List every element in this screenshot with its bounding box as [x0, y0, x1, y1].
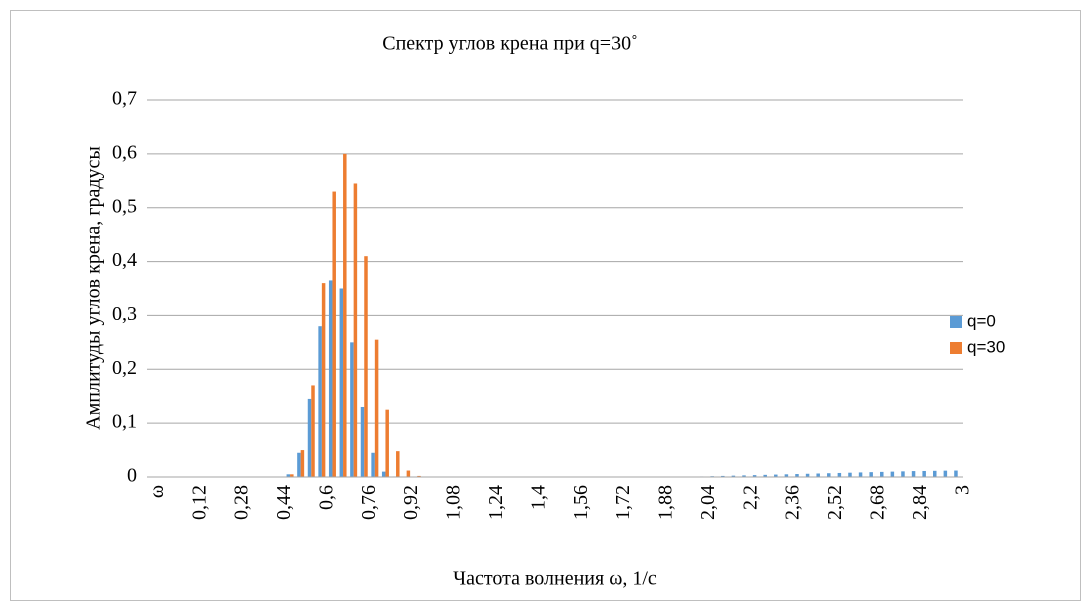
x-tick-label: 0,92 — [400, 485, 422, 520]
x-tick-label: 0,44 — [273, 485, 295, 520]
x-tick-label: ω — [146, 485, 168, 498]
x-tick-label: 1,88 — [655, 485, 677, 520]
bar — [731, 475, 736, 477]
x-tick-label: 1,56 — [570, 485, 592, 520]
bar — [922, 470, 926, 477]
bar — [307, 398, 312, 477]
chart-title: Спектр углов крена при q=30˚ — [382, 33, 638, 55]
legend-label: q=30 — [967, 337, 1005, 356]
x-tick-label: 2,52 — [824, 485, 846, 520]
x-tick-label: 2,04 — [697, 485, 719, 520]
bar — [321, 283, 326, 477]
bar — [374, 339, 379, 477]
y-tick-label: 0,2 — [112, 357, 137, 379]
x-tick-label: 2,36 — [782, 485, 804, 520]
bar — [311, 385, 315, 477]
bar — [364, 256, 368, 477]
bar — [371, 452, 375, 477]
bar — [381, 471, 386, 477]
bar — [827, 473, 831, 477]
bar — [318, 326, 322, 477]
x-tick-label: 1,72 — [612, 485, 634, 520]
bar — [848, 472, 852, 477]
x-tick-label: 2,68 — [867, 485, 889, 520]
bar — [880, 471, 884, 477]
bar — [332, 191, 336, 478]
y-tick-label: 0,6 — [112, 141, 137, 163]
y-tick-label: 0,7 — [112, 88, 137, 110]
y-tick-label: 0,3 — [112, 303, 137, 325]
bar — [385, 409, 389, 477]
bar — [869, 472, 873, 477]
bar — [774, 474, 778, 477]
bar — [890, 471, 895, 477]
bar — [290, 474, 294, 477]
x-tick-label: 2,2 — [739, 485, 761, 510]
x-tick-label: 0,28 — [231, 485, 253, 520]
bar — [752, 475, 757, 477]
legend-swatch — [950, 316, 962, 328]
bar — [300, 450, 305, 477]
bar — [954, 470, 958, 477]
x-tick-label: 1,08 — [443, 485, 465, 520]
bar — [343, 153, 347, 477]
bar — [742, 475, 746, 477]
y-tick-label: 0,1 — [112, 411, 137, 433]
legend-label: q=0 — [967, 311, 996, 330]
x-tick-label: 2,84 — [909, 485, 931, 520]
bar — [784, 474, 789, 477]
bar — [339, 288, 344, 477]
bar — [901, 471, 905, 477]
x-tick-label: 0,12 — [188, 485, 210, 520]
bar — [933, 470, 937, 477]
y-axis-title: Амплитуды углов крена, градусы — [83, 146, 105, 430]
bar — [763, 474, 767, 477]
y-tick-label: 0,4 — [112, 249, 137, 271]
bar — [406, 470, 411, 477]
bar — [360, 406, 365, 477]
bar — [795, 474, 799, 477]
bar — [911, 471, 916, 477]
bar — [396, 451, 400, 477]
bar — [417, 475, 421, 477]
x-tick-label: 0,6 — [315, 485, 337, 510]
legend-swatch — [950, 342, 962, 354]
bar — [350, 342, 354, 477]
bar — [286, 474, 291, 477]
bar — [805, 473, 810, 477]
y-tick-label: 0,5 — [112, 195, 137, 217]
bar — [328, 280, 333, 477]
bar — [721, 475, 725, 477]
bar — [837, 472, 842, 477]
bar — [816, 473, 820, 477]
bar — [858, 472, 863, 477]
chart-border — [10, 10, 1081, 601]
y-tick-label: 0 — [127, 465, 137, 487]
bar — [353, 183, 358, 477]
x-tick-label: 3 — [951, 485, 973, 495]
x-axis-title: Частота волнения ω, 1/с — [453, 568, 657, 590]
x-tick-label: 1,24 — [485, 485, 507, 520]
x-tick-label: 0,76 — [358, 485, 380, 520]
x-tick-label: 1,4 — [527, 485, 549, 510]
bar — [943, 470, 948, 477]
bar — [297, 452, 301, 477]
